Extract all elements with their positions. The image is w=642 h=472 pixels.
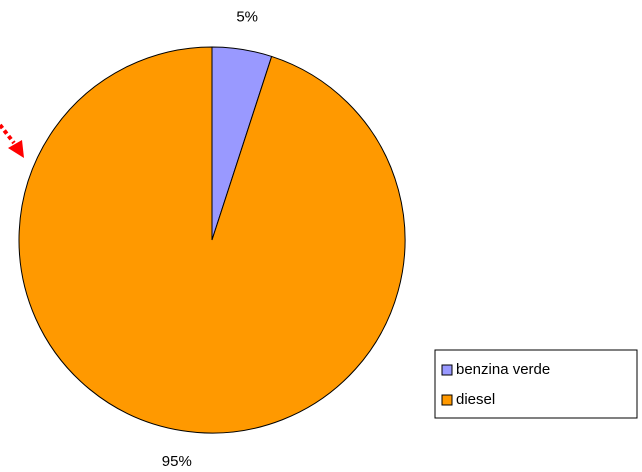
legend-label: benzina verde bbox=[456, 361, 550, 378]
data-label: 5% bbox=[236, 9, 258, 26]
legend-swatch bbox=[441, 364, 453, 376]
legend-label: diesel bbox=[456, 391, 495, 408]
legend bbox=[434, 349, 638, 419]
legend-swatch bbox=[441, 394, 453, 406]
pointer-arrow bbox=[0, 123, 24, 158]
data-label: 95% bbox=[162, 453, 192, 470]
pie-slice bbox=[18, 46, 406, 434]
